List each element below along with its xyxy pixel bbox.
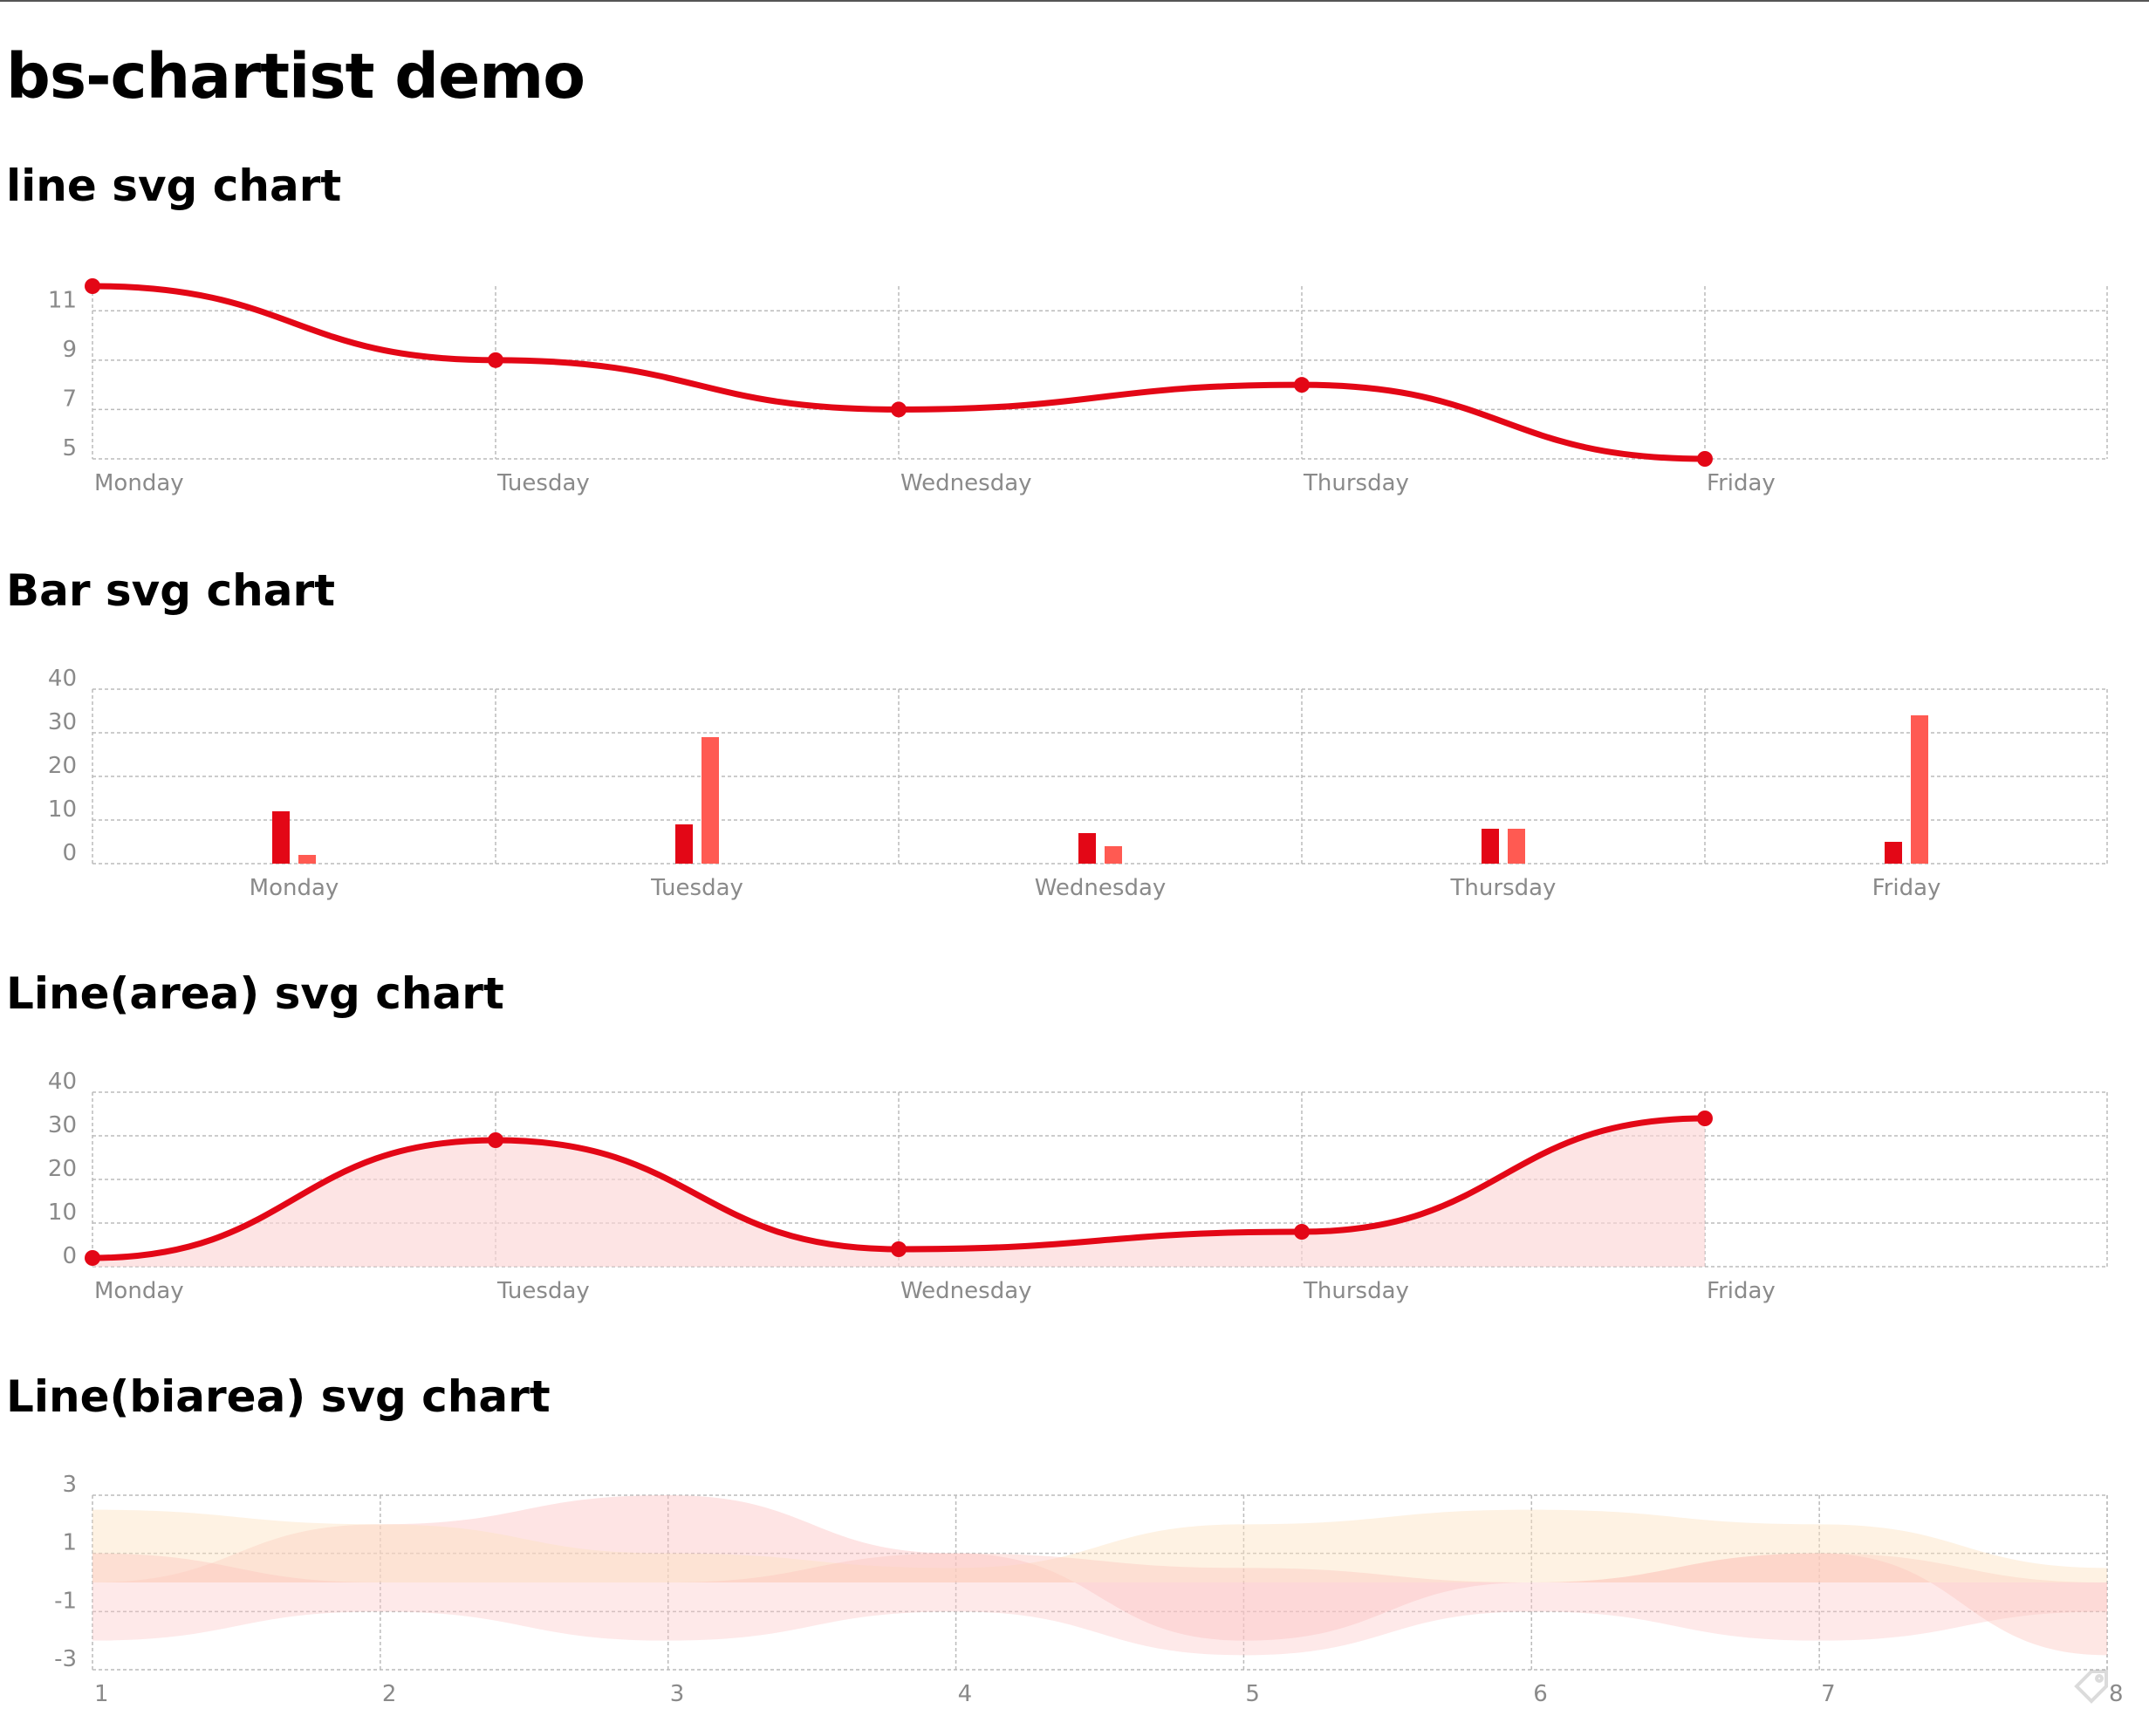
y-tick-label: -3 [54,1646,77,1672]
bar [298,855,316,864]
y-tick-label: 40 [48,1069,77,1095]
y-tick-label: 7 [62,386,77,412]
bar [1885,842,1902,864]
bar-chart: 0 10 20 30 40 Monday Tuesday Wednesday Thursday F… [48,666,2108,901]
area-chart-title: Line(area) svg chart [6,968,504,1019]
biarea-fill [92,1582,2107,1656]
y-tick-label: 30 [48,1112,77,1138]
line-point [1697,451,1713,467]
x-tick-label: Wednesday [1035,875,1167,901]
y-tick-label: 20 [48,1156,77,1182]
x-tick-label: Thursday [1303,1278,1409,1304]
x-tick-label: Wednesday [900,1278,1032,1304]
biarea-fill [92,1509,2107,1582]
y-tick-label: 9 [62,337,77,363]
area-point [1294,1224,1310,1240]
x-tick-label: 5 [1245,1681,1260,1707]
biarea-chart-title: Line(biarea) svg chart [6,1371,551,1422]
line-chart: 5 7 9 11 Monday Tuesday Wednesday Thursday Frida… [48,278,2108,496]
x-tick-label: Tuesday [496,1278,590,1304]
bar-chart-title: Bar svg chart [6,565,336,616]
area-chart: 0 10 20 30 40 Monday Tuesday Wednesday Thursday F… [48,1069,2108,1304]
y-tick-label: 10 [48,1199,77,1226]
x-tick-label: Friday [1707,1278,1776,1304]
area-point [891,1241,907,1257]
x-tick-label: Friday [1707,470,1776,496]
biarea-chart: -3 -1 1 3 1 2 3 4 5 6 7 8 [54,1472,2124,1707]
y-tick-label: 30 [48,709,77,735]
biarea-fill [92,1553,2107,1656]
x-tick-label: Monday [94,470,184,496]
line-chart-title: line svg chart [6,161,342,211]
x-tick-label: Monday [94,1278,184,1304]
area-fill [92,1118,1705,1267]
x-tick-label: 6 [1533,1681,1548,1707]
page-title: bs-chartist demo [6,40,585,113]
y-tick-label: 20 [48,753,77,779]
bar [1911,715,1928,864]
x-tick-label: 7 [1821,1681,1836,1707]
bar [702,737,719,864]
y-tick-label: 11 [48,287,77,313]
bar [675,824,693,864]
area-line [89,1115,1708,1261]
x-tick-label: Thursday [1303,470,1409,496]
y-tick-label: 3 [62,1472,77,1498]
y-tick-label: 0 [62,840,77,866]
y-tick-label: 40 [48,666,77,692]
x-tick-label: Tuesday [650,875,743,901]
y-tick-label: 10 [48,796,77,823]
tag-watermark-icon [2074,1670,2108,1704]
x-tick-label: Wednesday [900,470,1032,496]
x-tick-label: 8 [2109,1681,2124,1707]
top-border [0,0,2149,2]
bar [1508,829,1525,864]
x-tick-label: 3 [670,1681,685,1707]
line-point [1294,377,1310,393]
bar [1078,833,1096,864]
y-tick-label: 1 [62,1530,77,1556]
x-tick-label: Friday [1872,875,1941,901]
line-point [85,278,100,294]
line-point [891,401,907,418]
y-tick-label: 5 [62,435,77,461]
line-point [488,352,503,368]
area-point [1697,1111,1713,1126]
area-point [488,1132,503,1148]
y-tick-label: 0 [62,1243,77,1269]
biarea-fill [92,1495,2107,1641]
x-tick-label: Thursday [1450,875,1557,901]
x-tick-label: 2 [382,1681,397,1707]
x-tick-label: Monday [250,875,339,901]
x-tick-label: 1 [94,1681,109,1707]
area-point [85,1250,100,1266]
bar [1482,829,1499,864]
bar [272,811,290,864]
x-tick-label: Tuesday [496,470,590,496]
bar [1105,846,1122,864]
y-tick-label: -1 [54,1588,77,1614]
x-tick-label: 4 [958,1681,973,1707]
